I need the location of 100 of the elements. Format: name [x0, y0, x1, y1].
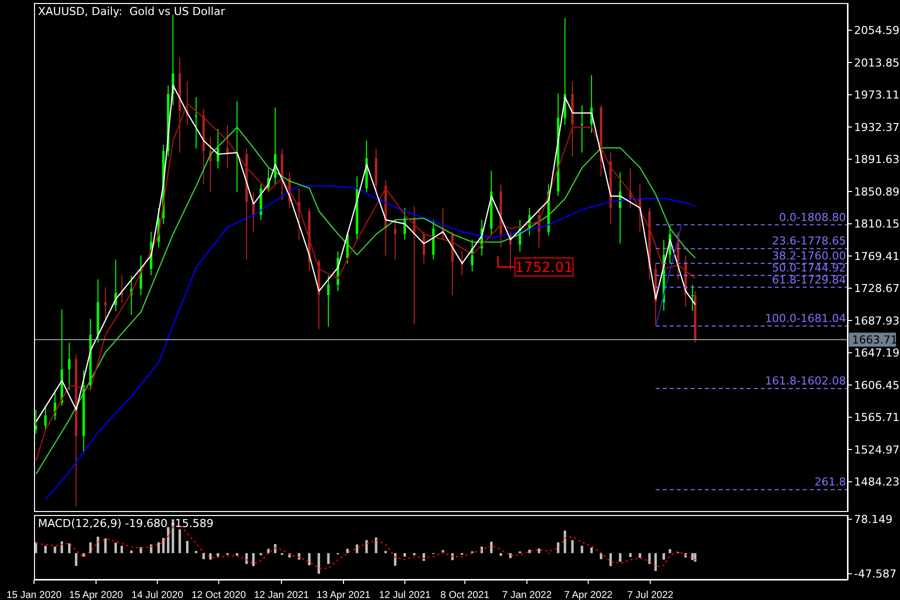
bar — [571, 540, 574, 554]
bar — [157, 542, 160, 554]
ref-line-label: 1663.71 — [852, 334, 898, 347]
candlestick — [422, 231, 426, 264]
candlestick — [194, 96, 198, 150]
bar — [274, 544, 276, 554]
bar — [104, 538, 107, 554]
annotation: 161.8-1602.08 — [765, 374, 846, 388]
bar — [216, 553, 220, 557]
x-tick-label: 15 Apr 2020 — [69, 590, 124, 600]
y-tick-label: 1891.63 — [854, 153, 900, 166]
bar — [691, 553, 694, 560]
y-tick-label: 1728.67 — [854, 282, 900, 296]
annotation: 50.0-1744.92 — [772, 261, 846, 274]
y-tick-label: -47.587 — [854, 568, 896, 581]
bar — [600, 553, 602, 560]
annotation: 261.8 — [814, 476, 846, 489]
y-tick-label: 1647.19 — [854, 346, 900, 360]
y-tick-label: 78.149 — [854, 513, 892, 526]
y-tick-label: 1810.15 — [854, 218, 900, 231]
bar — [245, 553, 248, 564]
bar — [346, 548, 349, 554]
bar — [556, 542, 560, 554]
annotation: 0.0-1808.80 — [779, 210, 846, 224]
x-tick-label: 13 Apr 2021 — [316, 590, 371, 600]
candlestick — [44, 405, 47, 430]
bar — [178, 529, 181, 554]
y-tick-label: 1606.45 — [854, 378, 900, 392]
bar — [186, 541, 188, 554]
x-tick-label: 8 Oct 2021 — [440, 590, 490, 600]
y-tick-label: 1687.93 — [854, 314, 900, 328]
bar — [509, 553, 512, 558]
x-tick-label: 12 Jan 2021 — [254, 590, 310, 600]
y-tick-label: 1484.23 — [854, 476, 900, 489]
bar — [68, 543, 71, 554]
bar — [162, 538, 165, 554]
candlestick — [68, 342, 71, 391]
bar — [648, 553, 651, 564]
annotation: 38.2-1760.00 — [772, 249, 846, 262]
bar — [654, 553, 657, 571]
bar — [618, 553, 622, 562]
x-tick-label: 7 Jan 2022 — [502, 590, 552, 600]
y-tick-label: 1973.11 — [854, 88, 900, 102]
bar — [130, 550, 133, 554]
bar — [374, 538, 378, 554]
bar — [609, 553, 612, 566]
annotation: 23.6-1778.65 — [772, 234, 846, 248]
bar — [590, 548, 593, 554]
candlestick — [104, 286, 107, 320]
y-tick-label: 2013.85 — [854, 56, 900, 70]
bar — [384, 550, 387, 554]
annotation: 61.8-1729.84 — [772, 273, 846, 286]
candlestick — [327, 274, 330, 328]
bar — [267, 548, 270, 554]
bar — [252, 553, 255, 566]
y-tick-label: 1524.97 — [854, 443, 900, 456]
bar — [629, 553, 632, 558]
bar — [327, 553, 330, 564]
line-series — [44, 185, 696, 500]
bar — [114, 542, 117, 554]
x-tick-label: 7 Jul 2022 — [627, 590, 674, 600]
bar — [82, 553, 85, 557]
x-tick-label: 15 Jan 2020 — [6, 590, 62, 600]
bar — [150, 544, 152, 554]
chart-title: XAUUSD, Daily: Gold vs US Dollar — [37, 5, 226, 18]
x-tick-label: 12 Jul 2021 — [379, 590, 432, 600]
bar — [500, 553, 502, 556]
bar — [202, 553, 205, 560]
y-tick-label: 1769.41 — [854, 250, 900, 263]
bar — [166, 527, 170, 554]
bar — [365, 540, 368, 554]
bar — [480, 546, 483, 554]
bar — [694, 553, 696, 562]
annotation: 100.0-1681.04 — [765, 312, 846, 325]
bar — [60, 541, 64, 554]
y-tick-label: 1932.37 — [854, 120, 900, 134]
bar — [194, 550, 198, 554]
bar — [490, 542, 493, 554]
bar — [120, 546, 124, 554]
y-tick-label: 1850.89 — [854, 185, 900, 198]
bar — [638, 553, 642, 558]
y-tick-label: 1565.71 — [854, 411, 900, 424]
x-tick-label: 12 Oct 2020 — [192, 590, 246, 600]
bar — [96, 536, 100, 554]
candlestick — [394, 219, 396, 260]
y-tick-label: 2054.59 — [854, 24, 900, 38]
bar — [668, 549, 672, 554]
bar — [564, 530, 566, 554]
bar — [404, 553, 406, 557]
bar — [538, 548, 540, 554]
bar — [662, 553, 666, 560]
x-tick-label: 7 Apr 2022 — [564, 590, 613, 600]
bar — [308, 553, 311, 566]
bar — [318, 553, 320, 574]
bar — [44, 546, 47, 554]
bar — [89, 542, 92, 554]
candlestick — [691, 284, 694, 312]
bar — [74, 553, 78, 566]
x-tick-label: 14 Jul 2020 — [132, 590, 184, 600]
bar — [394, 553, 396, 566]
